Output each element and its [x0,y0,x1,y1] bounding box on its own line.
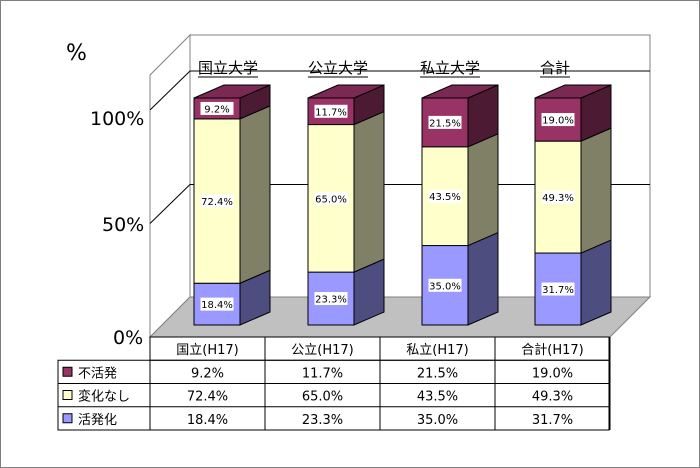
legend-label: 活発化 [78,413,117,428]
y-tick-label: 50% [102,214,144,236]
data-label: 65.0% [315,194,347,205]
data-label-box [314,292,348,306]
table-cell: 19.0% [532,366,573,381]
y-tick-label: 100% [90,108,144,130]
legend-label: 不活発 [78,366,117,381]
table-header: 私立(H17) [406,343,468,358]
data-table: 国立(H17) 公立(H17) 私立(H17) 合計(H17) 不活発 9.2% 11.7%… [57,336,611,431]
data-label: 43.5% [429,192,461,203]
category-header: 公立大学 [308,59,368,77]
category-header: 国立大学 [198,59,258,77]
table-cell: 65.0% [302,390,343,405]
table-body-box [57,359,610,431]
bar-segment-top [193,84,271,99]
left-wall [149,33,191,339]
segment-labels: 18.4% 72.4% 9.2% 23.3% 65.0% 11.7% 35.0% 43.5% 2… [200,101,575,311]
table-cell: 31.7% [532,413,573,428]
table-cell: 18.4% [187,413,228,428]
legend-label: 変化なし [78,389,130,405]
legend-key [62,366,73,377]
data-label-box [200,194,234,208]
bar-segment-side [353,110,385,273]
bar-segment-top [307,84,385,99]
data-label-box [541,190,575,204]
category-header: 合計 [540,59,570,77]
data-label-box [541,113,575,127]
legend-key [62,413,73,424]
y-unit-label: % [66,41,87,66]
table-header: 公立(H17) [291,343,353,358]
data-label: 31.7% [542,285,574,296]
data-label-box [541,282,575,296]
data-label: 35.0% [429,281,461,292]
data-label-box [314,191,348,205]
table-cell: 72.4% [187,390,228,405]
data-label: 49.3% [542,193,574,204]
table-header: 合計(H17) [521,342,583,358]
category-header: 私立大学 [420,59,480,77]
table-cell: 23.3% [302,413,343,428]
table-cell: 9.2% [191,366,224,381]
table-cell: 21.5% [417,366,458,381]
gridline [149,184,191,224]
bar-segment-side [580,127,612,254]
bar-segment-top [421,84,499,99]
table-cell: 11.7% [302,366,343,381]
data-label-box [200,101,234,115]
bar-segment-top [534,84,612,99]
data-label: 9.2% [204,104,229,115]
data-label-box [428,278,462,292]
data-label: 23.3% [315,295,347,306]
data-label-box [428,189,462,203]
y-axis: % 100% 50% 0% [66,41,144,349]
table-cell: 43.5% [417,390,458,405]
table-cell: 49.3% [532,390,573,405]
table-header: 国立(H17) [176,343,238,358]
data-label-box [314,104,348,118]
data-label: 18.4% [201,300,233,311]
legend-key [62,390,73,400]
gridline [149,70,191,111]
data-label: 72.4% [201,197,233,208]
bar-segment-side [239,105,271,284]
bar-segment-side [580,239,612,326]
data-label: 19.0% [542,116,574,127]
y-tick-label: 0% [113,327,143,349]
bar-segment-side [467,231,499,326]
data-label: 11.7% [315,107,347,118]
data-label-box [200,297,234,311]
category-headers: 国立大学 公立大学 私立大学 合計 [198,59,570,77]
data-label-box [428,115,462,129]
data-label: 21.5% [429,118,461,129]
table-cell: 35.0% [417,413,458,428]
bar-segment-side [467,133,499,247]
